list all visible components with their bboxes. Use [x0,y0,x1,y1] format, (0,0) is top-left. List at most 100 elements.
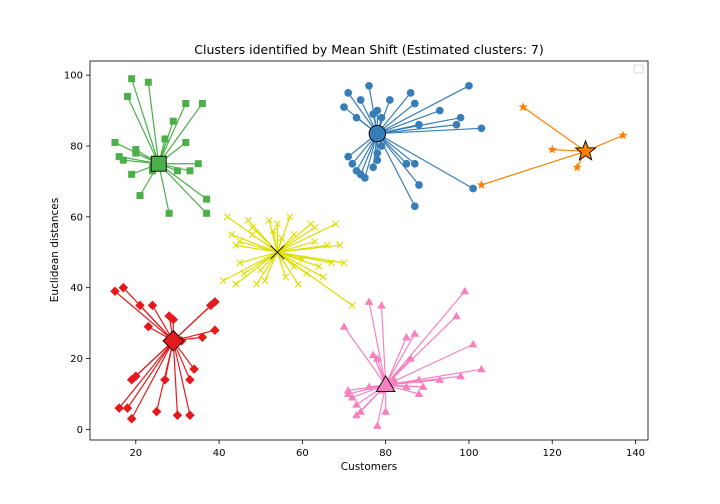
data-point [456,371,465,380]
data-point [298,255,306,263]
data-point [161,135,169,143]
cluster-link [131,340,174,420]
data-point [372,421,382,429]
data-point [151,406,162,417]
data-point [194,160,202,168]
data-point [352,113,361,122]
cluster-link [158,163,170,214]
data-point [327,259,336,267]
cluster-link [277,223,336,253]
data-point [364,297,374,305]
data-point [198,100,206,108]
data-point [402,159,411,168]
cluster-center [162,329,185,352]
data-point [126,413,137,424]
data-point [377,142,386,150]
data-point [273,220,281,228]
data-point [402,382,411,390]
data-point [315,262,323,270]
data-point [168,314,179,325]
data-point [282,273,290,281]
cluster-link [377,127,482,135]
data-point [244,216,252,224]
cluster-link [231,234,278,253]
data-point [477,364,486,373]
cluster-link [481,150,586,186]
data-point [435,106,444,115]
data-point [385,96,394,104]
data-point [261,277,269,285]
data-point [348,301,356,309]
cluster-center [270,245,285,260]
data-point [323,241,331,249]
cluster-link [276,252,287,278]
x-axis-label: Customers [341,461,397,473]
cluster-center [375,374,396,393]
data-point [311,223,319,232]
data-point [469,184,477,193]
data-point [410,99,419,108]
data-point [373,156,382,165]
data-point [182,100,190,108]
data-point [132,146,140,154]
chart-title: Clusters identified by Mean Shift (Estim… [194,42,543,57]
data-point [240,269,248,278]
cluster-link [118,340,174,409]
legend-box [633,64,644,74]
cluster-1 [340,81,486,211]
data-point [197,332,208,343]
data-point [364,382,374,390]
data-point [135,300,145,311]
data-point [118,282,129,293]
data-point [169,117,177,125]
cluster-link [277,241,316,253]
cluster-link [276,251,299,285]
data-point [248,231,256,239]
data-point [372,354,382,362]
cluster-link [277,251,320,268]
y-tick-label: 60 [70,212,83,223]
data-point [185,410,195,420]
data-point [319,273,327,281]
data-point [476,180,487,189]
data-point [389,375,399,383]
data-point [253,280,261,288]
data-point [189,364,199,374]
cluster-link [376,133,420,186]
cluster-link [252,234,278,253]
data-point [232,280,240,288]
data-point [132,149,140,157]
data-point [402,332,411,341]
data-point [406,354,415,362]
cluster-center [574,139,597,161]
cluster-link [276,216,291,253]
cluster-link [277,226,316,253]
cluster-link [239,251,278,264]
data-point [257,266,265,274]
cluster-link [239,241,278,253]
y-tick-label: 0 [77,425,83,436]
cluster-link [377,124,457,135]
cluster-link [380,305,387,386]
data-point [278,234,286,242]
data-point [131,371,141,382]
data-point [302,269,311,278]
data-point [185,375,195,385]
cluster-link [135,340,174,377]
data-point [352,400,361,408]
plot-area [110,75,628,429]
cluster-link [172,340,191,416]
data-point [290,231,298,239]
data-point [160,375,170,385]
cluster-link [139,304,174,342]
data-point [356,407,366,415]
cluster-link [147,82,160,164]
cluster-link [385,290,466,386]
x-tick-label: 40 [213,448,226,459]
cluster-link [235,244,278,253]
data-point [172,410,183,420]
cluster-link [385,337,408,386]
data-point [119,156,127,164]
data-point [186,167,194,175]
